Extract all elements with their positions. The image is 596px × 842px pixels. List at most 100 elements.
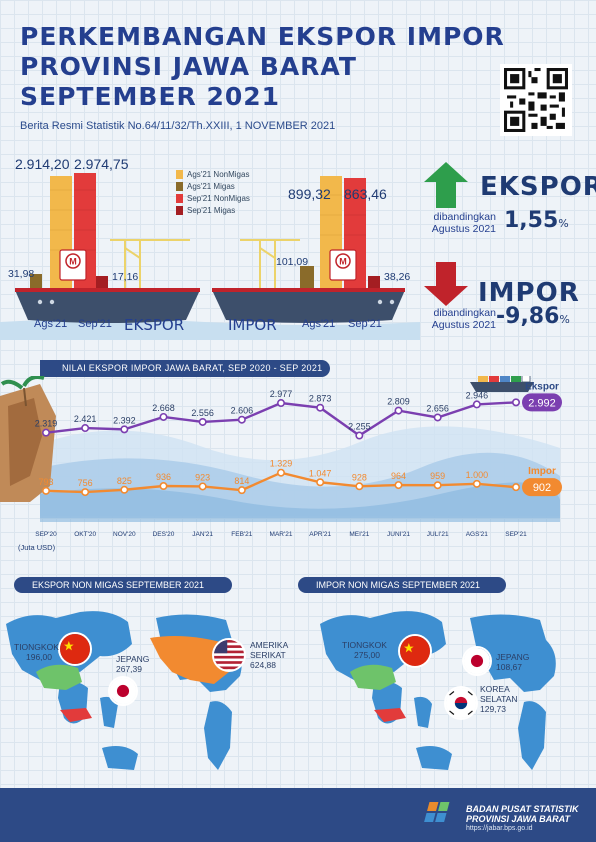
impor-data-label: 959 xyxy=(430,471,445,481)
up-arrow-icon xyxy=(424,162,468,208)
ekspor-point xyxy=(433,413,442,422)
impor-data-label: 1.000 xyxy=(466,470,489,480)
china-shape-ekspor xyxy=(36,664,82,690)
ekspor-point xyxy=(237,415,246,424)
impor-point xyxy=(511,483,520,492)
legend-label: Sep'21 Migas xyxy=(187,206,236,215)
ekspor-data-label: 2.977 xyxy=(270,389,293,399)
svg-text:M: M xyxy=(69,257,77,267)
ekspor-compare-line2: Agustus 2021 xyxy=(431,223,496,235)
ekspor-month2-label: Sep'21 xyxy=(78,318,112,330)
impor-pct: -9,86% xyxy=(496,304,570,329)
country-value: 196,00 xyxy=(26,652,52,662)
x-tick-label: APR'21 xyxy=(309,531,331,538)
impor-ags-nonmigas-value: 899,32 xyxy=(288,186,331,202)
ekspor-compare-text: dibandingkan Agustus 2021 xyxy=(414,211,496,235)
legend-item: Ags'21 Migas xyxy=(176,182,250,191)
x-tick-label: MEI'21 xyxy=(349,531,369,538)
crane-ekspor xyxy=(110,239,190,290)
down-arrow-icon xyxy=(424,262,468,306)
ekspor-pct-unit: % xyxy=(558,217,569,230)
legend-swatch xyxy=(176,194,183,203)
ekspor-point xyxy=(120,425,129,434)
impor-summary-title: IMPOR xyxy=(478,278,580,308)
ekspor-point xyxy=(472,400,481,409)
ekspor-sep-migas-value: 17,16 xyxy=(112,271,139,283)
x-tick-label: NOV'20 xyxy=(113,531,136,538)
impor-ship-label: IMPOR xyxy=(228,316,277,334)
impor-map-title: IMPOR NON MIGAS SEPTEMBER 2021 xyxy=(298,577,506,593)
x-tick-label: DES'20 xyxy=(153,531,175,538)
ekspor-point xyxy=(81,424,90,433)
impor-compare-line1: dibandingkan xyxy=(433,307,496,319)
country-name: KOREA xyxy=(480,684,510,694)
impor-data-label: 923 xyxy=(195,472,210,482)
impor-pct-unit: % xyxy=(559,313,570,326)
ekspor-data-label: 2.992 xyxy=(528,397,556,409)
ekspor-point xyxy=(276,399,285,408)
x-tick-label: SEP'21 xyxy=(505,531,527,538)
footer-url-link[interactable]: https://jabar.bps.go.id xyxy=(466,825,533,832)
impor-country-2: JEPANG 108,67 xyxy=(496,652,529,672)
impor-data-label: 1.329 xyxy=(270,459,293,469)
impor-point xyxy=(237,486,246,495)
ekspor-data-label: 2.606 xyxy=(231,406,254,416)
impor-point xyxy=(41,486,50,495)
country-name: JEPANG xyxy=(496,652,530,662)
country-name: TIONGKOK xyxy=(342,640,387,650)
bar-legend: Ags'21 NonMigas Ags'21 Migas Sep'21 NonM… xyxy=(176,170,250,215)
palm-tree-icon xyxy=(0,376,45,407)
footer-org: BADAN PUSAT STATISTIK PROVINSI JAWA BARA… xyxy=(466,804,579,824)
impor-point xyxy=(159,482,168,491)
x-tick-label: JULI'21 xyxy=(427,531,449,538)
ships-illustration: M M xyxy=(0,173,420,340)
ekspor-month1-label: Ags'21 xyxy=(34,318,68,330)
ekspor-data-label: 2.809 xyxy=(387,397,410,407)
legend-label: Ags'21 NonMigas xyxy=(187,170,250,179)
ekspor-sep-migas-bar xyxy=(96,276,108,290)
impor-data-label: 793 xyxy=(38,477,53,487)
china-shape-impor xyxy=(350,664,396,690)
impor-series-name: Impor xyxy=(528,466,556,477)
korea-flag-icon xyxy=(444,686,478,720)
ekspor-point xyxy=(394,406,403,415)
impor-point xyxy=(394,481,403,490)
ekspor-data-label: 2.873 xyxy=(309,394,332,404)
impor-data-label: 825 xyxy=(117,476,132,486)
country-value: 108,67 xyxy=(496,662,522,672)
bps-logo-icon xyxy=(424,802,450,822)
impor-world-map xyxy=(320,611,556,770)
world-maps xyxy=(6,611,556,770)
impor-point xyxy=(433,481,442,490)
impor-data-label: 1.047 xyxy=(309,468,332,478)
ekspor-point xyxy=(511,398,520,407)
footer xyxy=(0,788,596,842)
x-tick-label: AGS'21 xyxy=(466,531,489,538)
x-tick-label: JUNI'21 xyxy=(387,531,410,538)
ekspor-point xyxy=(159,412,168,421)
ekspor-point xyxy=(41,428,50,437)
ekspor-pct: 1,55% xyxy=(504,208,569,233)
indonesia-shape-impor xyxy=(374,708,406,722)
chart-unit-label: (Juta USD) xyxy=(18,543,56,552)
impor-sep-nonmigas-value: 863,46 xyxy=(344,186,387,202)
country-name: AMERIKA xyxy=(250,640,289,650)
ekspor-point xyxy=(198,417,207,426)
qr-code[interactable] xyxy=(500,64,572,136)
country-name: SERIKAT xyxy=(250,650,286,660)
ekspor-pct-value: 1,55 xyxy=(504,208,559,233)
ekspor-point xyxy=(355,431,364,440)
impor-compare-line2: Agustus 2021 xyxy=(431,319,496,331)
water-shape xyxy=(0,319,420,340)
impor-country-1: TIONGKOK 275,00 xyxy=(342,640,387,660)
impor-month2-label: Sep'21 xyxy=(348,318,382,330)
legend-swatch xyxy=(176,170,183,179)
page-title-line3: SEPTEMBER 2021 xyxy=(20,82,281,111)
legend-item: Sep'21 NonMigas xyxy=(176,194,250,203)
impor-data-label: 814 xyxy=(234,476,249,486)
ekspor-summary-title: EKSPOR xyxy=(480,172,596,202)
impor-point xyxy=(355,482,364,491)
x-tick-label: JAN'21 xyxy=(192,531,213,538)
page-title-line2: PROVINSI JAWA BARAT xyxy=(20,52,357,81)
impor-ags-migas-bar xyxy=(300,266,314,290)
